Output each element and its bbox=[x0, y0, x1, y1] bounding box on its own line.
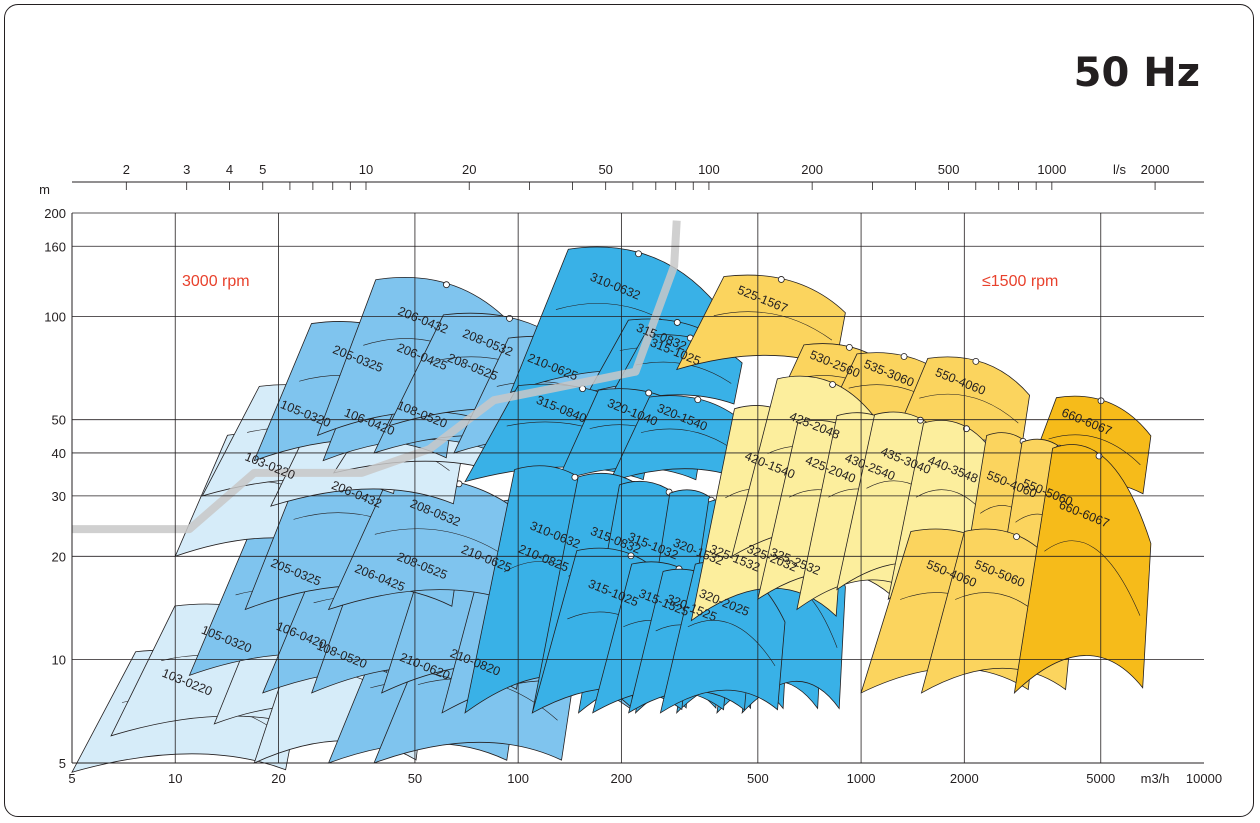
pump-areas bbox=[71, 246, 1152, 773]
x-tick-label-3: 50 bbox=[408, 771, 422, 786]
top-tick-label-2: 4 bbox=[226, 162, 233, 177]
pump-bep-marker-54 bbox=[1013, 533, 1020, 541]
pump-bep-marker-36 bbox=[627, 552, 635, 560]
top-tick-label-6: 50 bbox=[598, 162, 612, 177]
pump-bep-marker-28 bbox=[694, 396, 702, 404]
top-tick-label-7: 100 bbox=[698, 162, 720, 177]
x-tick-label-4: 100 bbox=[507, 771, 529, 786]
y-tick-label-0: 5 bbox=[59, 756, 66, 771]
pump-bep-marker-40 bbox=[777, 276, 785, 283]
pump-trim-curve-39 bbox=[687, 620, 776, 667]
pump-bep-marker-24 bbox=[673, 319, 681, 326]
y-tick-label-6: 100 bbox=[44, 309, 66, 324]
x-tick-label-6: 500 bbox=[747, 771, 769, 786]
top-tick-label-9: 500 bbox=[938, 162, 960, 177]
top-tick-label-0: 2 bbox=[123, 162, 130, 177]
x-tick-label-10: 10000 bbox=[1186, 771, 1222, 786]
y-tick-label-2: 20 bbox=[52, 549, 66, 564]
pump-trim-curve-44 bbox=[1048, 434, 1141, 466]
annotation-3000rpm: 3000 rpm bbox=[182, 273, 250, 290]
boundary-line bbox=[72, 220, 681, 534]
top-unit-label: l/s bbox=[1113, 162, 1127, 177]
pump-trim-curve-55 bbox=[1044, 540, 1141, 616]
pump-bep-marker-43 bbox=[972, 357, 980, 365]
pump-bep-marker-21 bbox=[506, 315, 513, 322]
y-tick-label-8: 200 bbox=[44, 206, 66, 221]
y-tick-label-5: 50 bbox=[52, 413, 66, 428]
x-tick-label-9: 5000 bbox=[1086, 771, 1115, 786]
x-tick-label-1: 10 bbox=[168, 771, 182, 786]
pump-area-660-6067-55 bbox=[1013, 444, 1152, 695]
top-tick-label-5: 20 bbox=[462, 162, 476, 177]
pump-bep-marker-20 bbox=[443, 281, 450, 289]
top-tick-label-11: 2000 bbox=[1141, 162, 1170, 177]
pump-bep-marker-23 bbox=[635, 250, 642, 258]
y-tick-label-1: 10 bbox=[52, 653, 66, 668]
pump-bep-marker-29 bbox=[571, 473, 579, 481]
frequency-label: 50 Hz bbox=[1073, 50, 1200, 96]
grid bbox=[72, 212, 1204, 763]
pump-trim-curve-43 bbox=[919, 393, 1019, 424]
x-tick-label-7: 1000 bbox=[847, 771, 876, 786]
pump-bep-marker-49 bbox=[916, 416, 924, 424]
x-tick-label-0: 5 bbox=[68, 771, 75, 786]
boundary-line-group bbox=[72, 220, 681, 534]
y-tick-label-7: 160 bbox=[44, 239, 66, 254]
pump-bep-marker-42 bbox=[900, 353, 908, 360]
pump-bep-marker-50 bbox=[963, 425, 970, 433]
top-tick-label-3: 5 bbox=[259, 162, 266, 177]
x-tick-label-5: 200 bbox=[611, 771, 633, 786]
y-tick-label-4: 40 bbox=[52, 446, 66, 461]
top-tick-label-8: 200 bbox=[801, 162, 823, 177]
top-tick-label-4: 10 bbox=[359, 162, 373, 177]
pump-trim-curve-40 bbox=[713, 311, 833, 341]
pump-bep-marker-41 bbox=[845, 343, 853, 351]
top-tick-label-10: 1000 bbox=[1037, 162, 1066, 177]
pump-bep-marker-27 bbox=[645, 389, 653, 397]
x-tick-label-8: 2000 bbox=[950, 771, 979, 786]
pump-bep-marker-46 bbox=[829, 381, 836, 388]
top-tick-label-1: 3 bbox=[183, 162, 190, 177]
annotation-1500rpm: ≤1500 rpm bbox=[982, 273, 1058, 290]
y-tick-label-3: 30 bbox=[52, 489, 66, 504]
x-unit-label: m3/h bbox=[1141, 771, 1170, 786]
y-axis-unit-label: m bbox=[39, 182, 50, 197]
x-tick-label-2: 20 bbox=[271, 771, 285, 786]
axes: 5 10 20 50 100 200 500 1000 2000 5000 10000 m3/h 5 10… bbox=[39, 162, 1222, 786]
